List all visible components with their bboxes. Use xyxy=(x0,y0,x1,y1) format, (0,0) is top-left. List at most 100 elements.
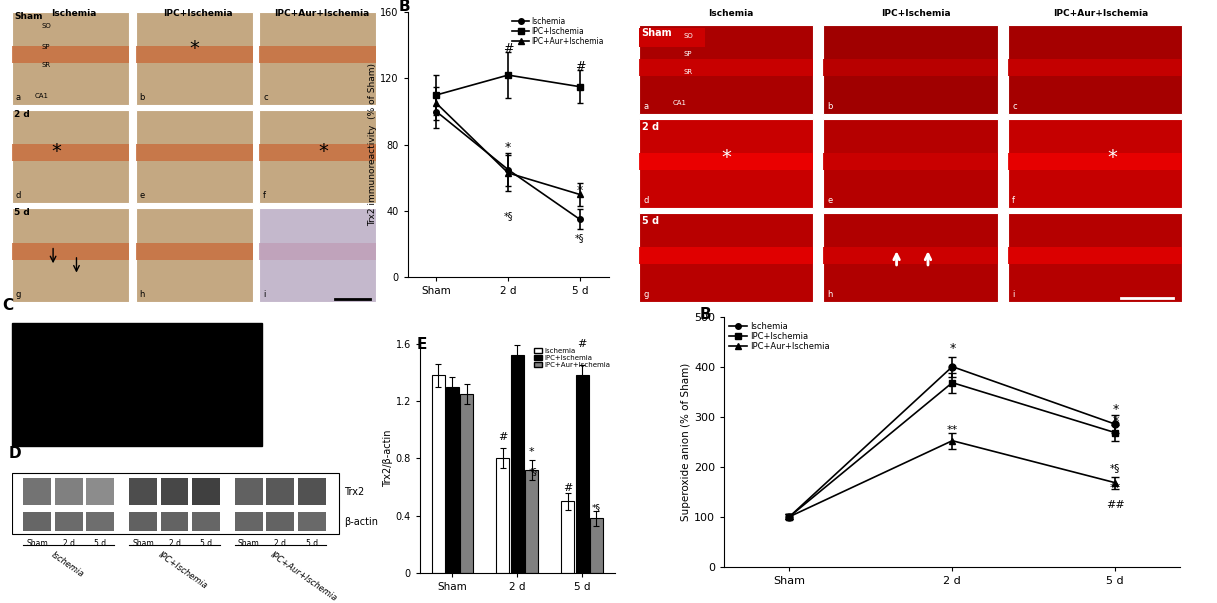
Text: #: # xyxy=(563,483,572,493)
Text: 5 d: 5 d xyxy=(641,215,658,226)
Text: B: B xyxy=(399,0,410,14)
Text: b: b xyxy=(140,93,145,102)
Bar xyxy=(824,58,998,77)
Bar xyxy=(639,153,813,170)
Legend: Ischemia, IPC+Ischemia, IPC+Aur+Ischemia: Ischemia, IPC+Ischemia, IPC+Aur+Ischemia xyxy=(728,321,830,352)
Text: *: * xyxy=(1112,415,1118,428)
Bar xyxy=(12,145,129,161)
Y-axis label: Trx2/β-actin: Trx2/β-actin xyxy=(382,429,393,487)
Text: Trx2: Trx2 xyxy=(40,326,62,335)
Bar xyxy=(23,479,51,505)
Text: 2 d: 2 d xyxy=(274,538,286,548)
Text: 5 d: 5 d xyxy=(15,209,29,218)
Bar xyxy=(824,153,998,170)
Text: #: # xyxy=(577,338,587,349)
Text: 5 d: 5 d xyxy=(200,538,212,548)
Bar xyxy=(1008,119,1182,207)
Text: Sham: Sham xyxy=(641,28,672,37)
Bar xyxy=(590,519,602,573)
Bar xyxy=(136,46,253,63)
Bar xyxy=(136,145,253,161)
Text: IPC+Ischemia: IPC+Ischemia xyxy=(881,9,950,18)
Bar xyxy=(1008,247,1182,264)
Text: *§: *§ xyxy=(591,503,601,512)
Text: g: g xyxy=(16,289,21,298)
Bar xyxy=(639,247,813,264)
Text: *: * xyxy=(319,142,329,160)
Text: Merge: Merge xyxy=(209,326,242,335)
Bar xyxy=(136,11,253,105)
Text: 5 d: 5 d xyxy=(94,538,106,548)
Text: IPC+Aur+Ischemia: IPC+Aur+Ischemia xyxy=(268,550,338,603)
Bar xyxy=(101,330,176,439)
Text: CA1: CA1 xyxy=(34,93,49,99)
Text: *: * xyxy=(505,141,511,154)
Bar xyxy=(13,330,89,439)
Bar xyxy=(136,243,253,260)
Text: a: a xyxy=(16,428,21,437)
Legend: Ischemia, IPC+Ischemia, IPC+Aur+Ischemia: Ischemia, IPC+Ischemia, IPC+Aur+Ischemia xyxy=(511,16,605,46)
Bar xyxy=(12,209,129,302)
Bar xyxy=(259,110,376,203)
Bar xyxy=(259,243,376,260)
Text: Sham: Sham xyxy=(15,11,43,21)
Text: Trx2: Trx2 xyxy=(344,487,365,497)
Text: e: e xyxy=(828,196,832,205)
Text: SR: SR xyxy=(683,69,692,75)
Bar xyxy=(824,119,998,207)
Text: h: h xyxy=(828,290,834,299)
Bar xyxy=(432,375,444,573)
Text: A: A xyxy=(633,0,645,3)
Bar xyxy=(639,25,813,113)
Text: #: # xyxy=(503,42,514,55)
Text: *: * xyxy=(190,39,200,57)
Bar xyxy=(12,46,129,63)
Text: Sham: Sham xyxy=(27,538,49,548)
Text: Ischemia: Ischemia xyxy=(51,9,96,18)
Bar xyxy=(192,512,220,531)
Bar xyxy=(55,512,83,531)
Bar xyxy=(576,375,589,573)
Bar xyxy=(1008,58,1182,77)
Text: f: f xyxy=(263,191,267,200)
Text: *§: *§ xyxy=(574,233,584,243)
Text: A: A xyxy=(9,0,21,3)
Bar xyxy=(259,209,376,302)
Text: #: # xyxy=(574,60,585,73)
Bar xyxy=(161,479,189,505)
Bar xyxy=(1008,25,1182,113)
Bar xyxy=(824,247,998,264)
Text: Ischemia: Ischemia xyxy=(708,9,753,18)
Text: e: e xyxy=(140,191,145,200)
Text: *: * xyxy=(528,447,534,458)
Legend: Ischemia, IPC+Ischemia, IPC+Aur+Ischemia: Ischemia, IPC+Ischemia, IPC+Aur+Ischemia xyxy=(533,347,611,368)
Y-axis label: Trx2 immunoreactivity  (% of Sham): Trx2 immunoreactivity (% of Sham) xyxy=(369,63,377,226)
Text: SP: SP xyxy=(41,44,50,50)
Bar xyxy=(561,501,574,573)
Bar xyxy=(639,58,813,77)
Text: *: * xyxy=(577,185,583,197)
Bar xyxy=(86,512,114,531)
Bar xyxy=(259,209,376,302)
Bar xyxy=(824,213,998,302)
Bar xyxy=(511,355,523,573)
Text: SP: SP xyxy=(683,51,691,57)
Text: c: c xyxy=(263,93,268,102)
Bar xyxy=(267,512,295,531)
Bar xyxy=(824,25,998,113)
Text: #: # xyxy=(498,432,507,441)
Bar xyxy=(639,28,705,47)
Text: β-actin: β-actin xyxy=(344,517,378,527)
Bar xyxy=(267,479,295,505)
Text: E: E xyxy=(416,336,427,352)
Text: Sham: Sham xyxy=(239,538,259,548)
Text: CA1: CA1 xyxy=(672,99,686,106)
Bar xyxy=(298,479,326,505)
Text: GFAP: GFAP xyxy=(125,326,152,335)
Bar xyxy=(497,458,510,573)
Bar xyxy=(259,209,376,302)
Text: *: * xyxy=(722,148,731,167)
Bar xyxy=(525,470,538,573)
Text: SO: SO xyxy=(41,24,51,30)
Bar xyxy=(136,209,253,302)
